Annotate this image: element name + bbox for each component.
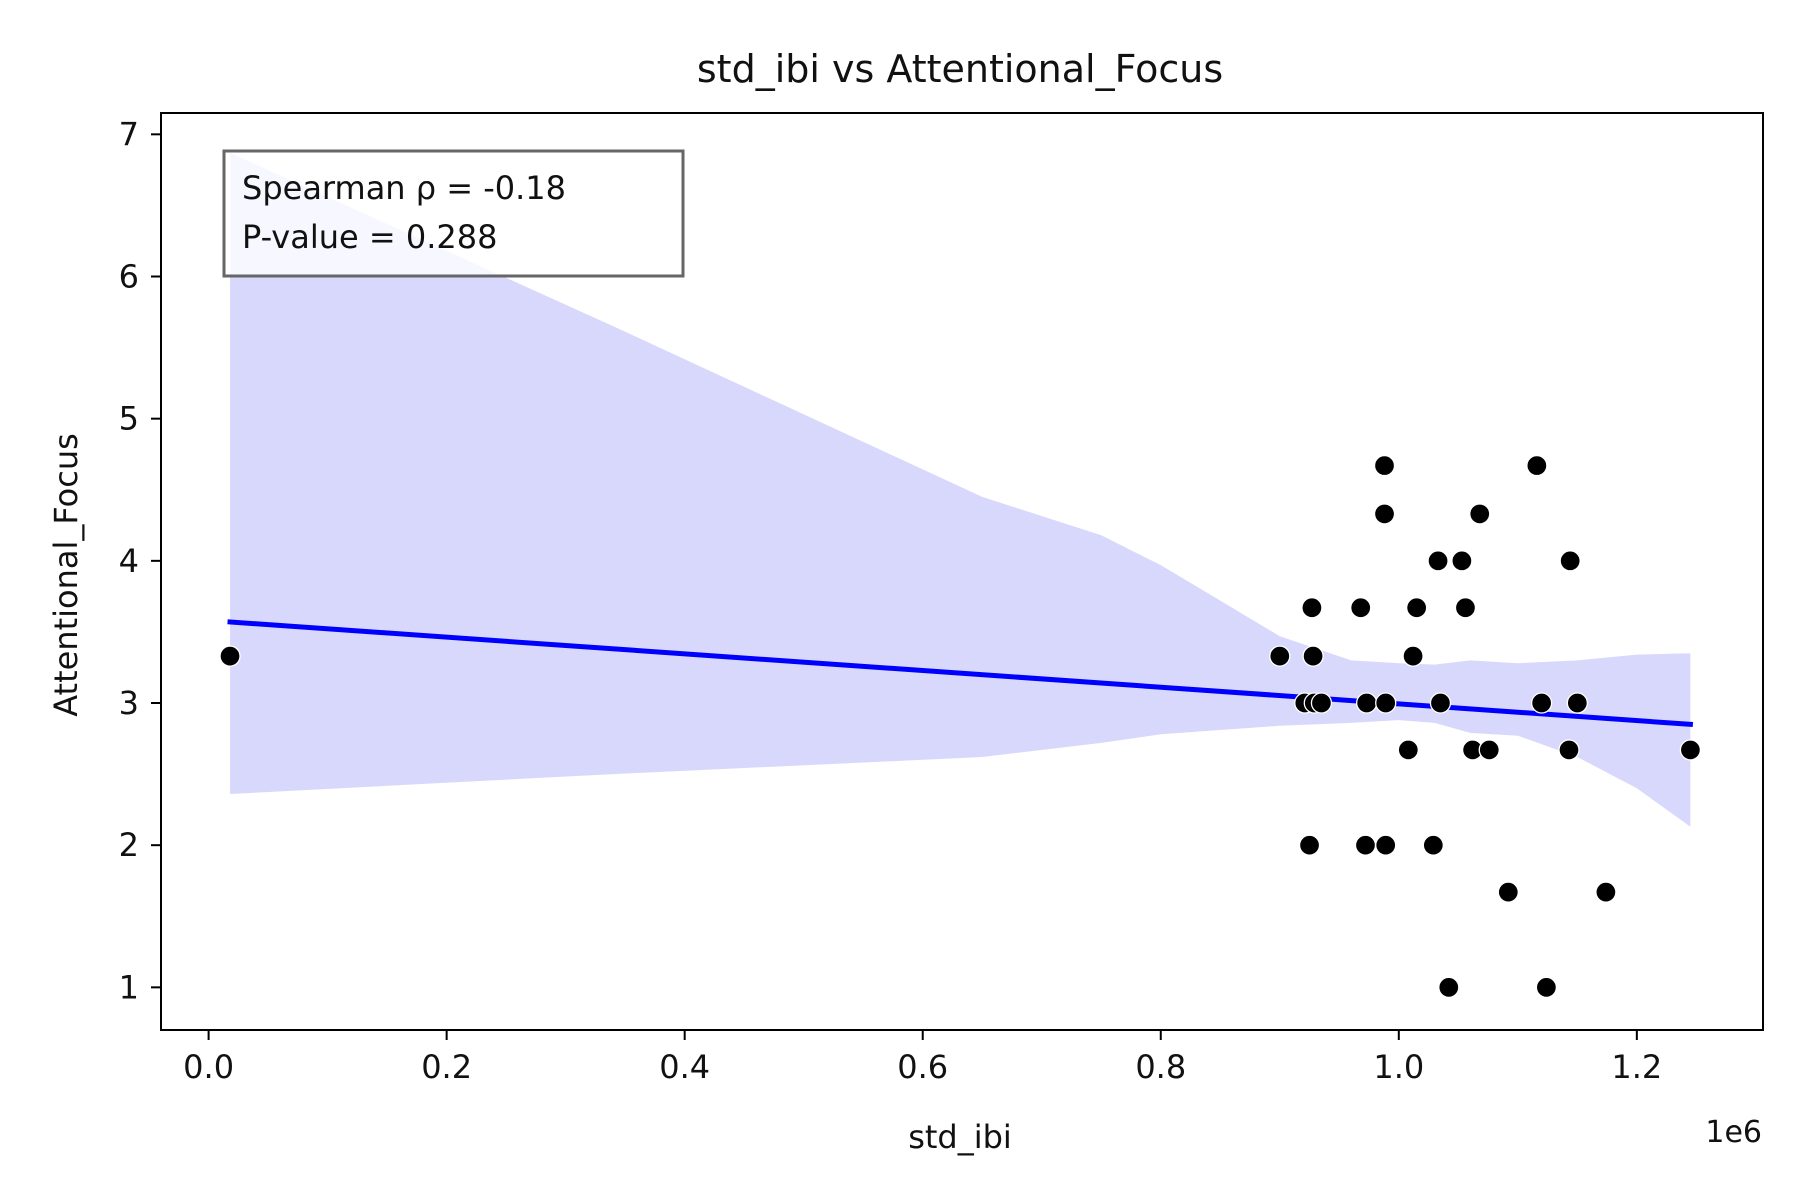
y-tick-label: 1 <box>119 968 139 1006</box>
data-point <box>1427 550 1449 572</box>
data-point <box>1397 739 1419 761</box>
data-point <box>1375 692 1397 714</box>
confidence-band-layer <box>230 152 1691 827</box>
confidence-band <box>230 152 1691 827</box>
x-axis-label: std_ibi <box>908 1118 1012 1156</box>
chart-title: std_ibi vs Attentional_Focus <box>697 47 1223 91</box>
data-point <box>1406 597 1428 619</box>
data-point <box>1595 881 1617 903</box>
data-point <box>1454 597 1477 619</box>
data-point <box>1269 645 1291 667</box>
x-tick-label: 0.4 <box>659 1048 710 1086</box>
plot-frame <box>160 112 1764 1031</box>
axes-layer <box>160 112 1764 1031</box>
y-tick-label: 3 <box>119 684 139 722</box>
p-value-text: P-value = 0.288 <box>242 218 497 256</box>
data-point <box>1566 692 1588 714</box>
data-point <box>1526 454 1548 477</box>
data-point <box>1559 550 1581 572</box>
data-point <box>1373 454 1396 477</box>
data-point <box>1310 692 1333 714</box>
x-tick-label: 0.8 <box>1135 1048 1186 1086</box>
data-point <box>219 645 241 667</box>
data-point <box>1373 503 1396 525</box>
data-point <box>1356 692 1378 714</box>
data-point <box>1451 550 1473 572</box>
y-tick-label: 7 <box>119 115 139 153</box>
y-tick-label: 5 <box>119 400 139 438</box>
data-point <box>1438 976 1460 998</box>
data-points-layer <box>219 454 1702 998</box>
stats-annotation-box <box>222 149 685 278</box>
x-tick-label: 1.0 <box>1373 1048 1424 1086</box>
data-point <box>1301 597 1323 619</box>
data-point <box>1302 645 1324 667</box>
x-tick-label: 0.6 <box>897 1048 948 1086</box>
y-tick-label: 6 <box>119 257 139 295</box>
data-point <box>1497 881 1519 903</box>
y-axis-label: Attentional_Focus <box>47 433 85 717</box>
data-point <box>1429 692 1452 714</box>
ticks-layer: 0.0 0.2 0.4 0.6 0.8 1.0 1.2 1 2 3 4 5 6 7 <box>119 115 1663 1086</box>
stats-annotation: Spearman ρ = -0.18 P-value = 0.288 <box>222 149 685 278</box>
x-tick-label: 0.0 <box>183 1048 234 1086</box>
data-point <box>1530 692 1553 714</box>
data-point <box>1422 834 1444 856</box>
spearman-rho-text: Spearman ρ = -0.18 <box>242 169 566 207</box>
data-point <box>1375 834 1397 856</box>
y-tick-label: 2 <box>119 826 139 864</box>
data-point <box>1478 739 1500 761</box>
data-point <box>1469 503 1491 525</box>
data-point <box>1558 739 1580 761</box>
data-point <box>1298 834 1321 856</box>
data-point <box>1535 976 1558 998</box>
data-point <box>1679 739 1702 761</box>
data-point <box>1402 645 1424 667</box>
x-tick-label: 0.2 <box>421 1048 472 1086</box>
y-tick-label: 4 <box>119 542 139 580</box>
data-point <box>1350 597 1372 619</box>
data-point <box>1354 834 1377 856</box>
x-tick-label: 1.2 <box>1611 1048 1662 1086</box>
x-axis-offset-label: 1e6 <box>1705 1115 1762 1150</box>
